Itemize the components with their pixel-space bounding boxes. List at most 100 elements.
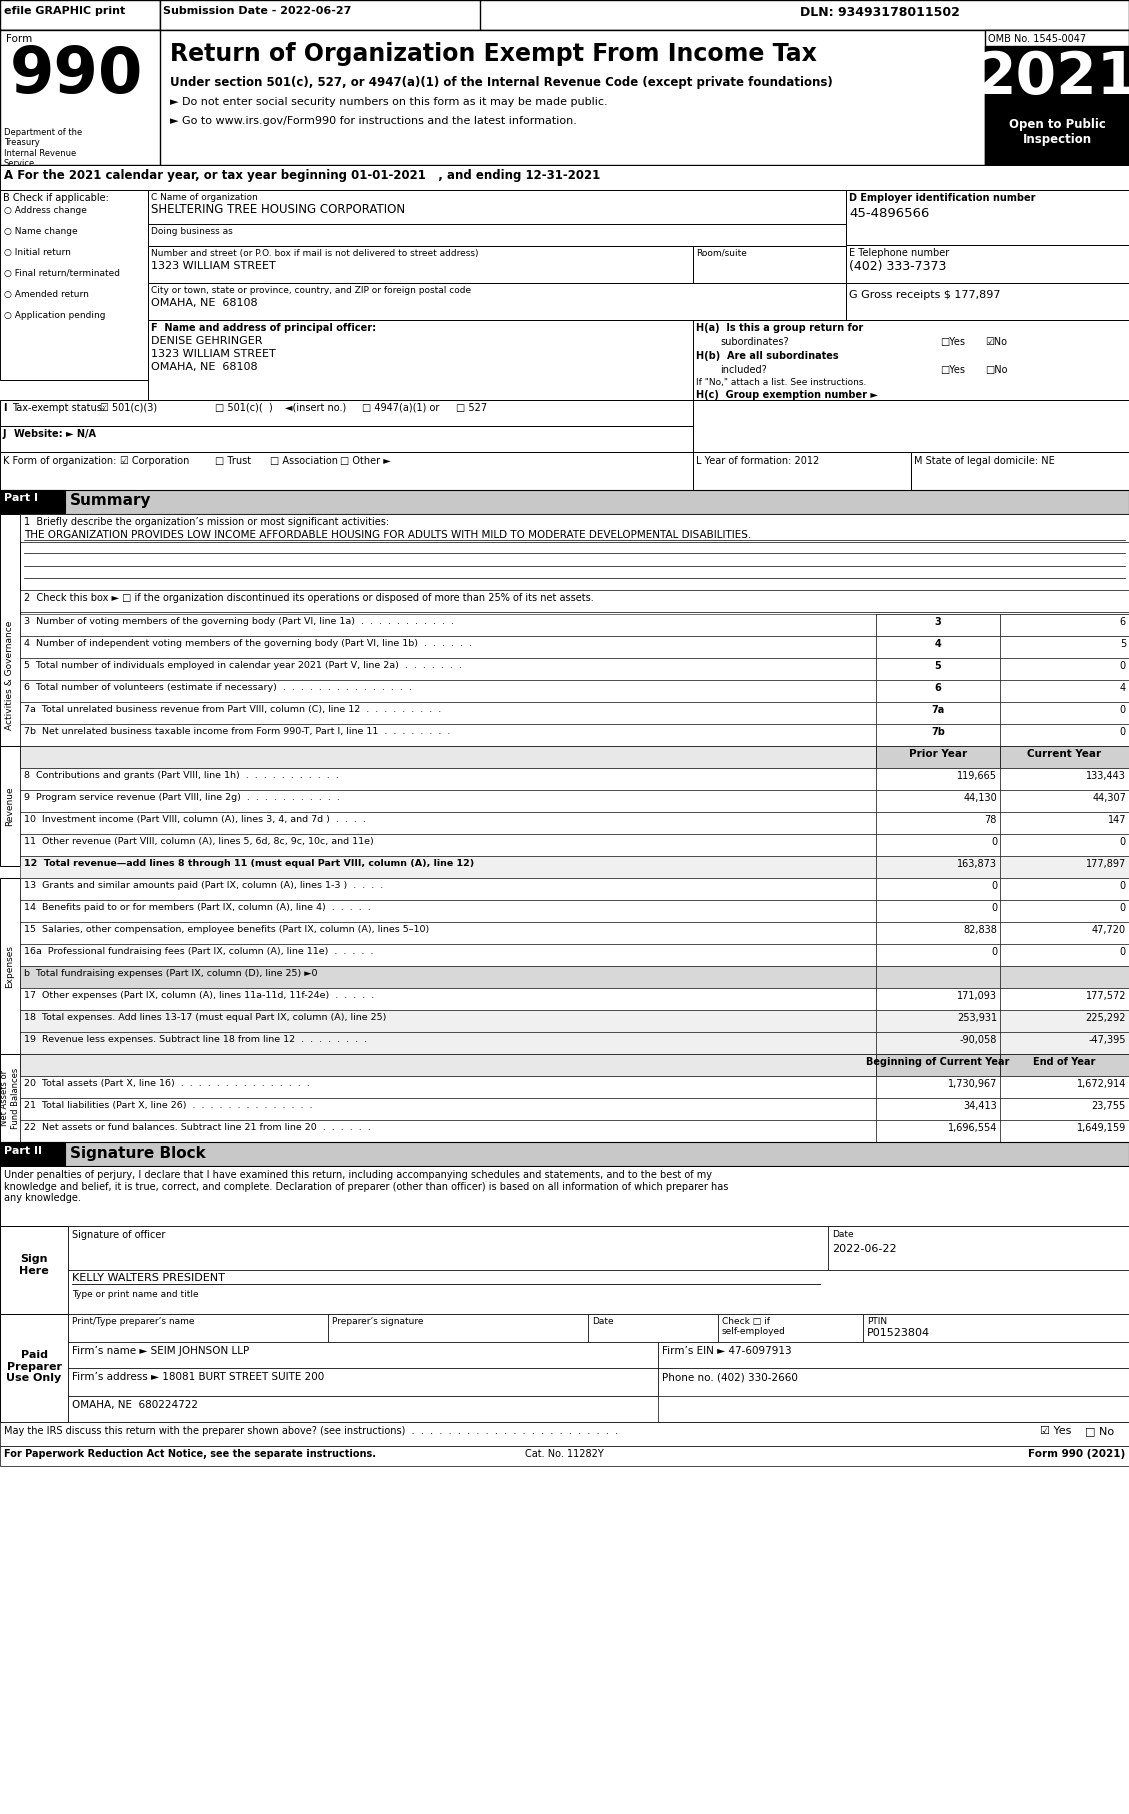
Text: □ No: □ No xyxy=(1085,1426,1114,1437)
Text: SHELTERING TREE HOUSING CORPORATION: SHELTERING TREE HOUSING CORPORATION xyxy=(151,203,405,216)
Text: 253,931: 253,931 xyxy=(957,1012,997,1023)
Text: THE ORGANIZATION PROVIDES LOW INCOME AFFORDABLE HOUSING FOR ADULTS WITH MILD TO : THE ORGANIZATION PROVIDES LOW INCOME AFF… xyxy=(24,530,751,541)
Bar xyxy=(876,791,1000,813)
Bar xyxy=(20,513,1129,542)
Text: 21  Total liabilities (Part X, line 26)  .  .  .  .  .  .  .  .  .  .  .  .  .  : 21 Total liabilities (Part X, line 26) .… xyxy=(24,1101,313,1110)
Bar xyxy=(0,490,65,513)
Bar xyxy=(876,1097,1000,1119)
Bar xyxy=(876,1076,1000,1097)
Text: ○ Amended return: ○ Amended return xyxy=(5,290,89,299)
Text: M State of legal domicile: NE: M State of legal domicile: NE xyxy=(914,455,1054,466)
Text: H(c)  Group exemption number ►: H(c) Group exemption number ► xyxy=(695,390,878,401)
Text: Preparer’s signature: Preparer’s signature xyxy=(332,1317,423,1326)
Bar xyxy=(984,114,1129,165)
Text: 7a: 7a xyxy=(931,706,945,715)
Bar xyxy=(68,1342,658,1368)
Text: KELLY WALTERS PRESIDENT: KELLY WALTERS PRESIDENT xyxy=(72,1273,225,1282)
Text: 44,130: 44,130 xyxy=(963,793,997,804)
Text: 171,093: 171,093 xyxy=(957,990,997,1001)
Text: 14  Benefits paid to or for members (Part IX, column (A), line 4)  .  .  .  .  .: 14 Benefits paid to or for members (Part… xyxy=(24,903,370,912)
Bar xyxy=(658,1342,1129,1368)
Bar xyxy=(0,1313,1129,1422)
Bar xyxy=(0,426,693,452)
Bar xyxy=(20,834,876,856)
Bar xyxy=(148,223,846,247)
Text: Number and street (or P.O. box if mail is not delivered to street address): Number and street (or P.O. box if mail i… xyxy=(151,249,479,258)
Bar xyxy=(1000,1076,1129,1097)
Bar xyxy=(20,702,876,724)
Text: 1,730,967: 1,730,967 xyxy=(947,1079,997,1088)
Text: Paid
Preparer
Use Only: Paid Preparer Use Only xyxy=(7,1350,62,1384)
Text: Signature Block: Signature Block xyxy=(70,1146,205,1161)
Text: Prior Year: Prior Year xyxy=(909,749,968,758)
Text: 7b: 7b xyxy=(931,727,945,736)
Text: 12  Total revenue—add lines 8 through 11 (must equal Part VIII, column (A), line: 12 Total revenue—add lines 8 through 11 … xyxy=(24,860,474,869)
Bar xyxy=(828,1226,1129,1270)
Text: -47,395: -47,395 xyxy=(1088,1036,1126,1045)
Text: 3: 3 xyxy=(935,617,942,628)
Text: May the IRS discuss this return with the preparer shown above? (see instructions: May the IRS discuss this return with the… xyxy=(5,1426,618,1437)
Text: For Paperwork Reduction Act Notice, see the separate instructions.: For Paperwork Reduction Act Notice, see … xyxy=(5,1449,376,1458)
Text: 82,838: 82,838 xyxy=(963,925,997,934)
Bar xyxy=(846,283,1129,319)
Text: 0: 0 xyxy=(991,882,997,891)
Text: OMAHA, NE  68108: OMAHA, NE 68108 xyxy=(151,363,257,372)
Bar xyxy=(20,922,876,943)
Text: □Yes: □Yes xyxy=(940,365,965,375)
Text: ► Go to www.irs.gov/Form990 for instructions and the latest information.: ► Go to www.irs.gov/Form990 for instruct… xyxy=(170,116,577,125)
Text: ☑ 501(c)(3): ☑ 501(c)(3) xyxy=(100,403,157,414)
Bar xyxy=(1000,680,1129,702)
Bar xyxy=(0,490,1129,513)
Bar xyxy=(693,247,846,283)
Text: 4  Number of independent voting members of the governing body (Part VI, line 1b): 4 Number of independent voting members o… xyxy=(24,639,472,648)
Bar xyxy=(148,247,693,283)
Text: -90,058: -90,058 xyxy=(960,1036,997,1045)
Bar xyxy=(876,856,1000,878)
Text: 8  Contributions and grants (Part VIII, line 1h)  .  .  .  .  .  .  .  .  .  .  : 8 Contributions and grants (Part VIII, l… xyxy=(24,771,339,780)
Text: DENISE GEHRINGER: DENISE GEHRINGER xyxy=(151,336,263,346)
Text: PTIN: PTIN xyxy=(867,1317,887,1326)
Bar xyxy=(876,878,1000,900)
Bar xyxy=(876,900,1000,922)
Bar xyxy=(148,283,846,319)
Bar xyxy=(1000,834,1129,856)
Text: 5: 5 xyxy=(1120,639,1126,649)
Bar xyxy=(658,1368,1129,1397)
Text: P01523804: P01523804 xyxy=(867,1328,930,1339)
Text: 16a  Professional fundraising fees (Part IX, column (A), line 11e)  .  .  .  .  : 16a Professional fundraising fees (Part … xyxy=(24,947,374,956)
Text: Under section 501(c), 527, or 4947(a)(1) of the Internal Revenue Code (except pr: Under section 501(c), 527, or 4947(a)(1)… xyxy=(170,76,833,89)
Text: 2022-06-22: 2022-06-22 xyxy=(832,1244,896,1253)
Text: 147: 147 xyxy=(1108,814,1126,825)
Text: G Gross receipts $ 177,897: G Gross receipts $ 177,897 xyxy=(849,290,1000,299)
Bar xyxy=(20,724,876,746)
Bar xyxy=(876,724,1000,746)
Text: Firm’s address ► 18081 BURT STREET SUITE 200: Firm’s address ► 18081 BURT STREET SUITE… xyxy=(72,1371,324,1382)
Text: 17  Other expenses (Part IX, column (A), lines 11a-11d, 11f-24e)  .  .  .  .  .: 17 Other expenses (Part IX, column (A), … xyxy=(24,990,374,1000)
Text: ☑ Yes: ☑ Yes xyxy=(1040,1426,1071,1437)
Bar xyxy=(1000,1032,1129,1054)
Bar xyxy=(1000,813,1129,834)
Bar xyxy=(876,658,1000,680)
Text: Tax-exempt status:: Tax-exempt status: xyxy=(12,403,105,414)
Text: Expenses: Expenses xyxy=(6,945,15,987)
Text: 990: 990 xyxy=(10,44,143,105)
Bar xyxy=(1000,1054,1129,1076)
Text: 11  Other revenue (Part VIII, column (A), lines 5, 6d, 8c, 9c, 10c, and 11e): 11 Other revenue (Part VIII, column (A),… xyxy=(24,836,374,845)
Text: 78: 78 xyxy=(984,814,997,825)
Text: 0: 0 xyxy=(991,903,997,912)
Bar xyxy=(876,922,1000,943)
Bar xyxy=(0,1166,1129,1226)
Text: Summary: Summary xyxy=(70,493,151,508)
Bar xyxy=(68,1226,828,1270)
Text: □No: □No xyxy=(984,365,1007,375)
Text: ○ Application pending: ○ Application pending xyxy=(5,310,105,319)
Bar xyxy=(148,319,693,401)
Bar xyxy=(0,31,1129,165)
Bar xyxy=(20,613,876,637)
Bar xyxy=(0,190,148,379)
Text: Department of the
Treasury
Internal Revenue
Service: Department of the Treasury Internal Reve… xyxy=(5,129,82,169)
Text: OMAHA, NE  680224722: OMAHA, NE 680224722 xyxy=(72,1400,198,1409)
Bar xyxy=(693,401,1129,452)
Text: 177,897: 177,897 xyxy=(1086,860,1126,869)
Text: OMAHA, NE  68108: OMAHA, NE 68108 xyxy=(151,297,257,308)
